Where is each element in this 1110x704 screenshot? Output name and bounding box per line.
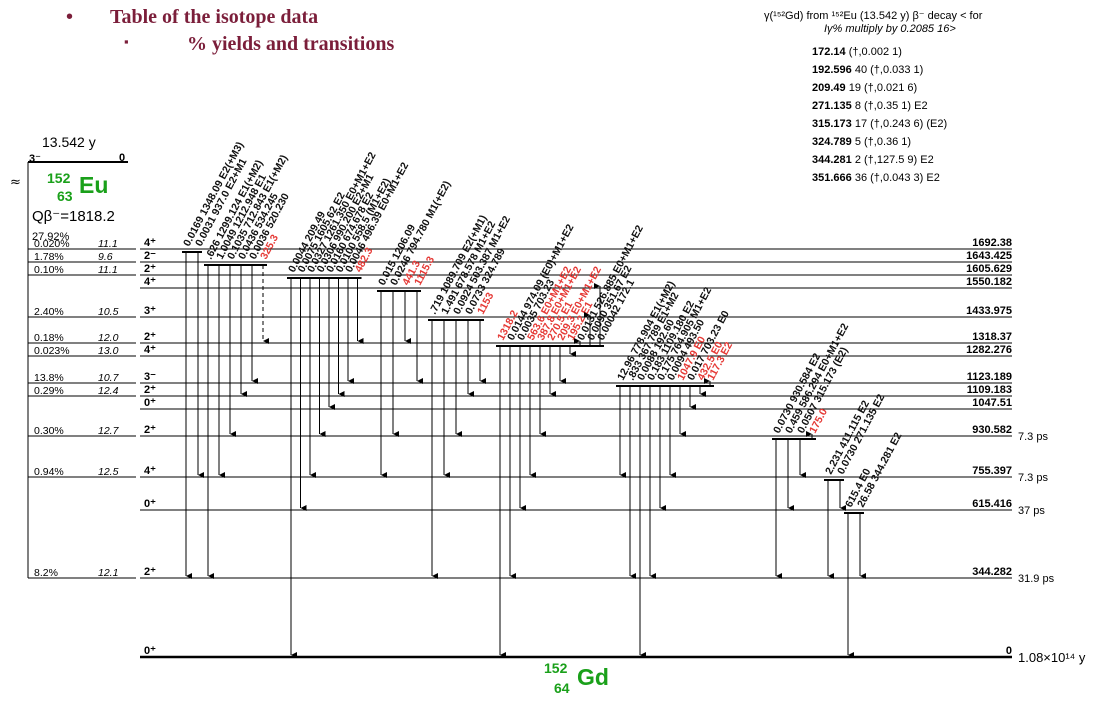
gamma-list-item: 315.173 17 (†,0.243 6) (E2) (812, 118, 948, 130)
level-spin: 2⁺ (144, 331, 156, 343)
beta-feed-percent: 0.020% (34, 238, 70, 250)
daughter-symbol: Gd (577, 664, 609, 690)
level-energy: 344.282 (972, 566, 1012, 578)
reference-subtitle: Iγ% multiply by 0.2085 16> (824, 23, 956, 35)
total-feed: 27.92% (32, 231, 70, 243)
beta-feed-percent: 0.023% (34, 345, 70, 357)
beta-feed-percent: 0.29% (34, 385, 64, 397)
level-energy: 1605.629 (966, 263, 1012, 275)
level-spin: 4⁺ (144, 276, 156, 288)
beta-feed-percent: 2.40% (34, 306, 64, 318)
level-spin: 4⁺ (144, 237, 156, 249)
reference-title: γ(¹⁵²Gd) from ¹⁵²Eu (13.542 y) β⁻ decay … (764, 10, 983, 22)
level-energy: 1109.183 (967, 384, 1012, 396)
ground-halflife: 1.08×10¹⁴ y (1018, 650, 1086, 665)
parent-spin: 3⁻ (29, 153, 41, 165)
parent-energy: 0 (119, 152, 126, 164)
level-halflife: 7.3 ps (1018, 431, 1048, 443)
gamma-list-item: 271.135 8 (†,0.35 1) E2 (812, 100, 928, 112)
level-spin: 2⁺ (144, 263, 156, 275)
beta-feed-percent: 1.78% (34, 251, 64, 263)
level-spin: 0⁺ (144, 645, 156, 657)
level-spin: 2⁻ (144, 250, 156, 262)
level-energy: 1550.182 (966, 276, 1012, 288)
beta-feed-percent: 8.2% (34, 567, 58, 579)
beta-feed-percent: 0.18% (34, 332, 64, 344)
level-halflife: 37 ps (1018, 505, 1045, 517)
beta-feed-percent: 0.10% (34, 264, 64, 276)
parent-symbol: Eu (79, 172, 109, 198)
log-ft-value: 11.1 (98, 238, 118, 250)
header-bullet-2: % yields and transitions (187, 33, 395, 55)
break-mark-icon: ≈ (10, 175, 21, 190)
gamma-list-item: 344.281 2 (†,127.5 9) E2 (812, 154, 934, 166)
bullet-marker-2: ▪ (124, 34, 129, 49)
level-halflife: 31.9 ps (1018, 573, 1055, 585)
level-energy: 1643.425 (966, 250, 1012, 262)
level-energy: 1318.37 (972, 331, 1012, 343)
level-spin: 4⁺ (144, 344, 156, 356)
level-energy: 1282.276 (966, 344, 1012, 356)
beta-feed-percent: 0.30% (34, 425, 64, 437)
level-spin: 0⁺ (144, 397, 156, 409)
level-energy: 615.416 (972, 498, 1012, 510)
level-spin: 2⁺ (144, 424, 156, 436)
level-spin: 3⁺ (144, 305, 156, 317)
gamma-list-item: 351.666 36 (†,0.043 3) E2 (812, 172, 940, 184)
log-ft-value: 12.1 (98, 567, 118, 579)
level-spin: 3⁻ (144, 371, 156, 383)
level-energy: 930.582 (972, 424, 1012, 436)
log-ft-value: 10.7 (98, 372, 120, 384)
level-spin: 2⁺ (144, 384, 156, 396)
parent-halflife: 13.542 y (42, 134, 96, 150)
level-spin: 4⁺ (144, 465, 156, 477)
gamma-list-item: 192.596 40 (†,0.033 1) (812, 64, 924, 76)
level-halflife: 7.3 ps (1018, 472, 1048, 484)
level-energy: 1123.189 (967, 371, 1012, 383)
gamma-list-item: 324.789 5 (†,0.36 1) (812, 136, 912, 148)
level-spin: 2⁺ (144, 566, 156, 578)
level-energy: 0 (1006, 645, 1012, 657)
log-ft-value: 12.0 (98, 332, 119, 344)
daughter-z: 64 (554, 680, 570, 696)
gamma-list-item: 209.49 19 (†,0.021 6) (812, 82, 918, 94)
log-ft-value: 9.6 (98, 251, 113, 263)
gamma-list: 172.14 (†,0.002 1) 192.596 40 (†,0.033 1… (812, 46, 947, 190)
log-ft-value: 12.5 (98, 466, 119, 478)
log-ft-value: 12.7 (98, 425, 120, 437)
level-energy: 1433.975 (966, 305, 1012, 317)
daughter-mass: 152 (544, 660, 568, 676)
level-energy: 1692.38 (972, 237, 1012, 249)
level-energy: 1047.51 (972, 397, 1012, 409)
level-spin: 0⁺ (144, 498, 156, 510)
log-ft-value: 12.4 (98, 385, 119, 397)
log-ft-value: 13.0 (98, 345, 119, 357)
log-ft-value: 10.5 (98, 306, 119, 318)
log-ft-value: 11.1 (98, 264, 118, 276)
parent-z: 63 (57, 188, 73, 204)
header-bullet-1: Table of the isotope data (110, 6, 319, 28)
q-value: Qβ⁻=1818.2 (32, 208, 115, 225)
beta-feed-percent: 13.8% (34, 372, 64, 384)
beta-feed-percent: 0.94% (34, 466, 64, 478)
parent-mass: 152 (47, 170, 71, 186)
gamma-list-item: 172.14 (†,0.002 1) (812, 46, 902, 58)
bullet-marker-1: • (66, 6, 74, 28)
level-energy: 755.397 (972, 465, 1012, 477)
